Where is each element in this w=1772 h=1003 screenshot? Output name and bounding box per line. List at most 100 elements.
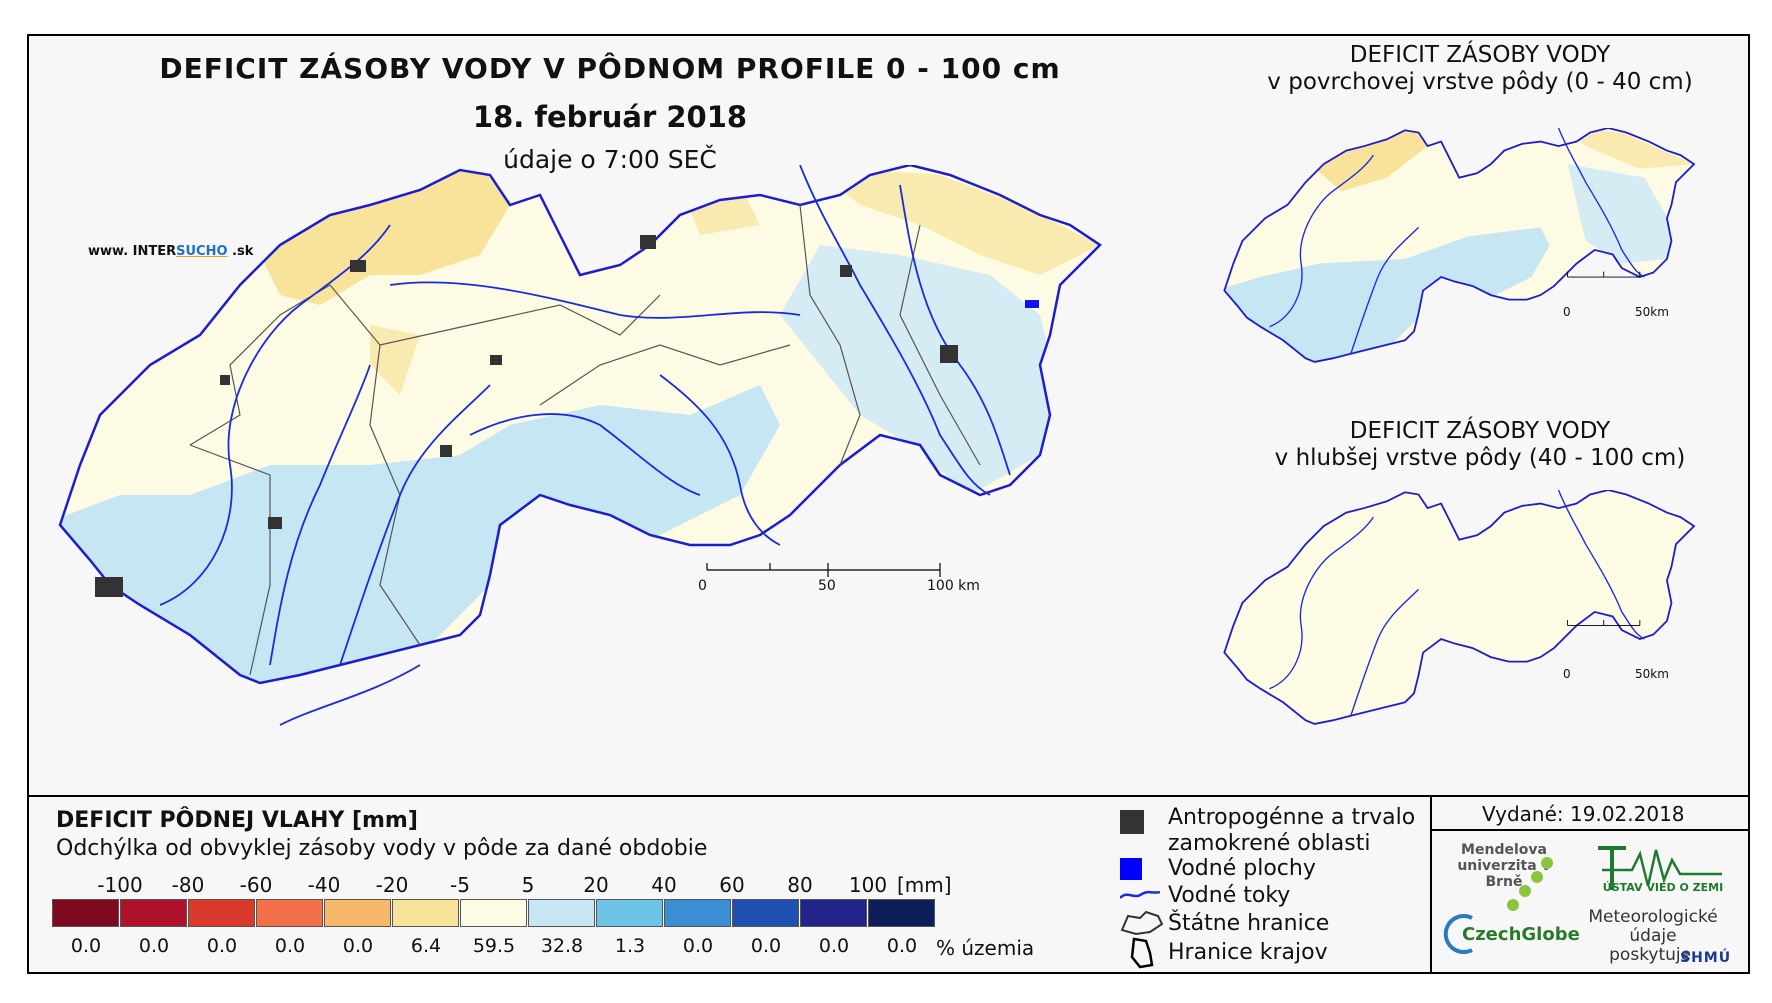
urban-trnava [268, 517, 282, 529]
legend-boundary-label: -80 [171, 873, 205, 897]
urban-bratislava [95, 577, 123, 597]
legend-swatch [868, 899, 935, 927]
deep-scale-0: 0 [1563, 667, 1571, 681]
legend-unit: [mm] [897, 873, 952, 897]
czechglobe-icon [1443, 914, 1473, 954]
surface-scale-0: 0 [1563, 305, 1571, 319]
legend-percentage: 0.0 [818, 935, 850, 957]
region-borders [189, 204, 981, 676]
urban-poprad [640, 235, 656, 249]
legend-percentage: 0.0 [886, 935, 918, 957]
legend-percent-unit: % územia [936, 936, 1035, 960]
legend-boundary-label: 80 [787, 873, 813, 897]
legend-percentage: 59.5 [472, 935, 516, 957]
deep-layer-title: DEFICIT ZÁSOBY VODY v hlubšej vrstve pôd… [1220, 418, 1740, 472]
surface-title-line2: v povrchovej vrstve pôdy (0 - 40 cm) [1267, 69, 1693, 95]
main-scale-bar [706, 563, 941, 577]
legend-swatch [52, 899, 119, 927]
deep-title-line1: DEFICIT ZÁSOBY VODY [1349, 418, 1611, 444]
legend-boundary-label: -5 [450, 873, 470, 897]
legend-boundary-label: -100 [97, 873, 143, 897]
legend-subtitle: Odchýlka od obvyklej zásoby vody v pôde … [56, 836, 708, 861]
deep-title-line2: v hlubšej vrstve pôdy (40 - 100 cm) [1274, 445, 1686, 471]
ustav-logo-icon [1598, 846, 1722, 890]
water-body-icon [1120, 858, 1142, 880]
mendel-dots-icon [1507, 857, 1553, 911]
legend-title: DEFICIT PÔDNEJ VLAHY [mm] [56, 808, 418, 833]
state-border [58, 165, 1102, 685]
legend-percentage: 0.0 [274, 935, 306, 957]
legend-percentage: 0.0 [750, 935, 782, 957]
main-drought-map [58, 165, 1102, 726]
legend-boundary-label: 20 [583, 873, 609, 897]
meteo-data-credit: Meteorologické údaje poskytuje: [1588, 907, 1718, 965]
legend-percentage: 1.3 [614, 935, 646, 957]
region-border-icon [1130, 937, 1154, 969]
intersucho-logo[interactable]: www. INTERSUCHO .sk [88, 244, 253, 259]
legend-percentage: 0.0 [138, 935, 170, 957]
legend-swatch [324, 899, 391, 927]
legend-swatch [188, 899, 255, 927]
surface-title-line1: DEFICIT ZÁSOBY VODY [1349, 42, 1611, 68]
legend-boundary-label: 5 [521, 873, 535, 897]
map-time: údaje o 7:00 SEČ [503, 145, 717, 174]
state-border-icon [1120, 910, 1164, 936]
mendel-university-logo: Mendelova univerzita v Brně [1457, 842, 1551, 890]
urban-kosice [940, 345, 958, 363]
deep-scale-50: 50km [1635, 667, 1669, 681]
dry-zone-central [370, 325, 420, 395]
urban-zilina [350, 260, 366, 272]
deep-layer-map [1223, 490, 1696, 725]
legend-swatch [664, 899, 731, 927]
legend-boundary-label: -60 [239, 873, 273, 897]
urban-presov [840, 265, 852, 277]
main-scale-0: 0 [698, 578, 707, 594]
legend-divider [27, 795, 1750, 797]
legend-percentage: 0.0 [206, 935, 238, 957]
legend-boundary-label: -20 [375, 873, 409, 897]
czechglobe-logo: CzechGlobe [1462, 924, 1580, 945]
shmu-logo: SHMÚ [1680, 950, 1732, 966]
legend-swatch [256, 899, 323, 927]
legend-swatch [732, 899, 799, 927]
logo-prefix: www. INTER [88, 244, 177, 259]
wet-zone-east [780, 245, 1060, 495]
legend-swatch [528, 899, 595, 927]
urban-nitra-area [440, 445, 452, 457]
urban-areas [95, 235, 958, 597]
surface-layer-map [1223, 128, 1696, 363]
legend-swatch [392, 899, 459, 927]
dry-zone-northeast [810, 165, 1100, 275]
legend-boundary-label: 100 [848, 873, 888, 897]
anthropogenic-area-icon [1120, 810, 1144, 834]
legend-boundary-label: 60 [719, 873, 745, 897]
legend-percentage: 0.0 [682, 935, 714, 957]
surface-layer-title: DEFICIT ZÁSOBY VODY v povrchovej vrstve … [1220, 42, 1740, 96]
symbol-river-label: Vodné toky [1168, 883, 1291, 908]
river-icon [1120, 890, 1160, 899]
legend-percentage: 0.0 [70, 935, 102, 957]
ustav-vied-o-zemi-logo: ÚSTAV VIED O ZEMI [1602, 881, 1724, 894]
issued-box [1430, 795, 1750, 831]
legend-boundary-label: -40 [307, 873, 341, 897]
main-scale-50: 50 [818, 578, 836, 594]
logo-suffix: .sk [227, 244, 254, 259]
water-body [1025, 300, 1039, 308]
symbol-water-body-label: Vodné plochy [1168, 856, 1316, 881]
surface-scale-50: 50km [1635, 305, 1669, 319]
legend-boundary-label: 40 [651, 873, 677, 897]
legend-swatch [596, 899, 663, 927]
legend-swatch [800, 899, 867, 927]
legend-percentage: 6.4 [410, 935, 442, 957]
legend-percentage: 32.8 [540, 935, 584, 957]
map-title: DEFICIT ZÁSOBY VODY V PÔDNOM PROFILE 0 -… [159, 52, 1061, 85]
urban-banska-bystrica [490, 355, 502, 365]
legend-swatch [460, 899, 527, 927]
logos-divider [1430, 831, 1432, 974]
issued-date: Vydané: 19.02.2018 [1482, 802, 1685, 826]
symbol-state-border-label: Štátne hranice [1168, 911, 1330, 936]
dry-zone-north [260, 165, 510, 305]
symbol-region-border-label: Hranice krajov [1168, 940, 1328, 965]
wet-zone-southwest [60, 385, 780, 683]
urban-trencin [220, 375, 230, 385]
